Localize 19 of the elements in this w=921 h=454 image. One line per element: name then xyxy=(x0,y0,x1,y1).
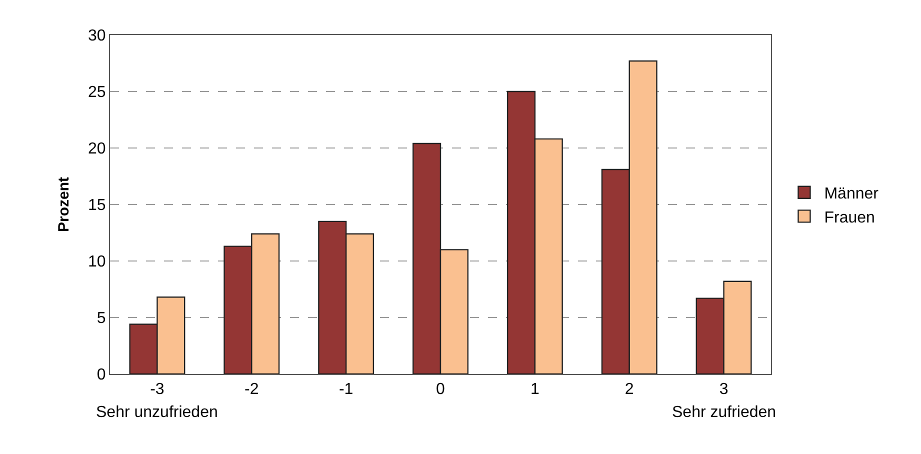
y-tick-label: 10 xyxy=(88,254,106,271)
y-tick-label: 20 xyxy=(88,140,106,158)
y-tick-label: 0 xyxy=(96,366,106,384)
y-tick-label: 15 xyxy=(88,197,106,214)
y-tick-label: 5 xyxy=(96,310,106,328)
legend-label: Männer xyxy=(824,186,880,203)
text: Sehr zufrieden xyxy=(672,404,776,421)
x-tick-label: 3 xyxy=(719,381,728,398)
x-tick-label: 1 xyxy=(530,381,540,398)
y-axis-title: Prozent xyxy=(55,176,72,232)
legend-label: Frauen xyxy=(824,209,875,226)
text: Sehr unzufrieden xyxy=(96,404,218,421)
x-tick-label: 2 xyxy=(624,381,634,398)
x-tick-label: -2 xyxy=(244,381,259,398)
x-tick-label: -1 xyxy=(338,381,354,398)
y-tick-label: 25 xyxy=(88,84,106,102)
x-tick-label: 0 xyxy=(436,381,446,398)
x-tick-label: -3 xyxy=(150,381,164,398)
y-tick-label: 30 xyxy=(88,28,106,45)
